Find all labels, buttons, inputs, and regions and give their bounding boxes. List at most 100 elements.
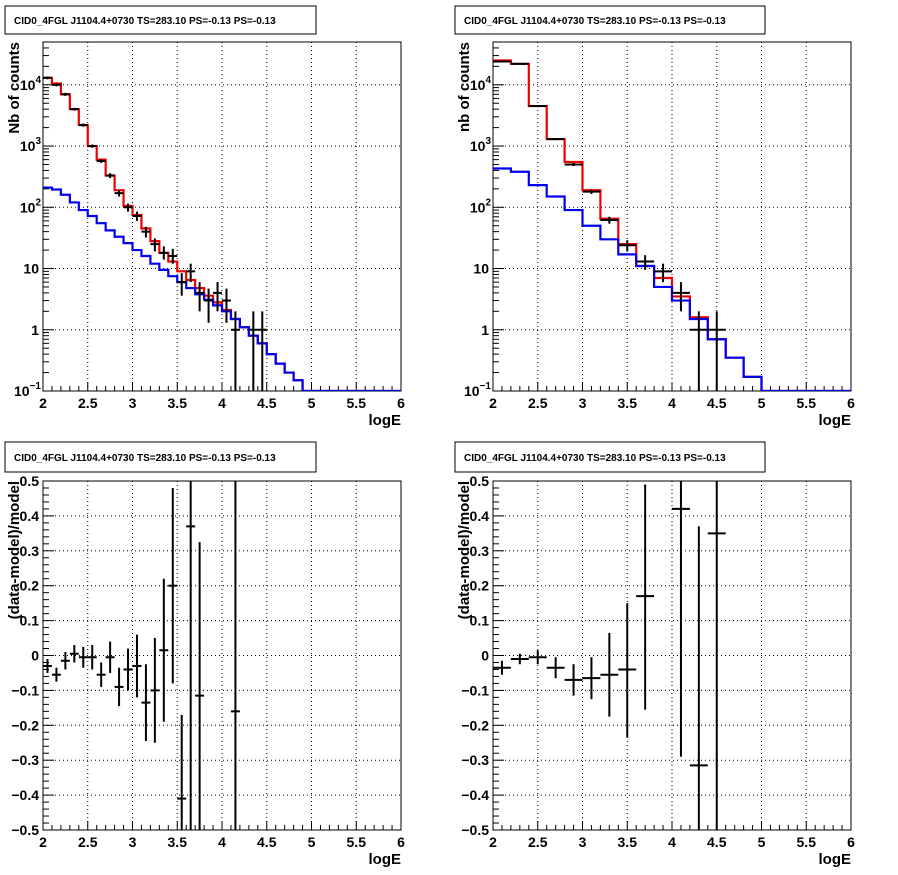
data-point xyxy=(564,162,583,167)
y-tick-label: 103 xyxy=(20,136,42,154)
y-tick-label: 0 xyxy=(481,648,489,664)
data-point xyxy=(510,653,529,665)
data-point xyxy=(493,660,511,675)
y-tick-label: 0 xyxy=(31,648,39,664)
y-axis-label: (data-model)/model xyxy=(456,481,473,619)
data-point xyxy=(618,603,637,738)
y-tick-label: 1 xyxy=(31,322,39,338)
x-tick-label: 2.5 xyxy=(528,834,548,850)
data-point xyxy=(546,657,565,679)
data-point xyxy=(177,714,187,830)
y-tick-label: 0.1 xyxy=(470,613,490,629)
x-tick-label: 5.5 xyxy=(797,834,817,850)
data-point xyxy=(707,311,726,391)
x-tick-label: 4 xyxy=(218,834,226,850)
chart-title: CID0_4FGL J1104.4+0730 TS=283.10 PS=-0.1… xyxy=(14,16,276,27)
data-point xyxy=(493,60,511,63)
data-point xyxy=(78,646,88,668)
x-tick-label: 2 xyxy=(489,834,497,850)
y-tick-label: 0.1 xyxy=(20,613,40,629)
x-tick-label: 3.5 xyxy=(618,834,638,850)
data-point xyxy=(636,484,655,710)
x-tick-label: 4.5 xyxy=(257,395,277,411)
data-point xyxy=(141,664,151,742)
y-tick-label: 104 xyxy=(470,75,492,93)
title-box xyxy=(454,441,766,473)
chart-title: CID0_4FGL J1104.4+0730 TS=283.10 PS=-0.1… xyxy=(14,453,276,464)
x-tick-label: 4.5 xyxy=(257,834,277,850)
data-point xyxy=(51,83,61,87)
chart-panel-1: CID0_4FGL J1104.4+0730 TS=283.10 PS=-0.1… xyxy=(4,5,405,429)
x-axis-label: logE xyxy=(369,851,402,868)
x-tick-label: 5 xyxy=(308,834,316,850)
x-tick-label: 2 xyxy=(39,395,47,411)
title-box xyxy=(4,5,317,35)
y-tick-label: −0.1 xyxy=(461,682,489,698)
data-point xyxy=(707,481,726,830)
data-point xyxy=(546,138,565,141)
x-tick-label: 6 xyxy=(397,834,405,850)
y-tick-label: −0.3 xyxy=(11,752,39,768)
y-tick-label: 103 xyxy=(470,136,492,154)
y-tick-label: 102 xyxy=(470,197,492,215)
y-tick-label: 0.2 xyxy=(20,578,40,594)
data-point xyxy=(510,62,529,65)
data-point xyxy=(230,311,240,391)
chart-panel-2: CID0_4FGL J1104.4+0730 TS=283.10 PS=-0.1… xyxy=(454,5,855,429)
chart-panel-3: CID0_4FGL J1104.4+0730 TS=283.10 PS=-0.1… xyxy=(4,441,405,868)
x-tick-label: 4 xyxy=(668,395,676,411)
y-tick-label: 1 xyxy=(481,322,489,338)
data-point xyxy=(230,481,240,830)
x-tick-label: 3 xyxy=(129,834,137,850)
data-point xyxy=(51,667,61,682)
data-point xyxy=(177,273,187,296)
y-axis-label: (data-model)/model xyxy=(6,481,23,619)
y-tick-label: 0.4 xyxy=(20,508,40,524)
y-tick-label: 0.5 xyxy=(470,473,490,489)
data-point xyxy=(186,263,196,283)
x-tick-label: 5 xyxy=(758,834,766,850)
data-point xyxy=(105,641,115,673)
data-point xyxy=(195,542,205,830)
y-tick-label: −0.3 xyxy=(461,752,489,768)
source-model-line xyxy=(493,167,851,391)
data-point xyxy=(60,92,70,96)
x-tick-label: 3 xyxy=(579,395,587,411)
data-point xyxy=(528,105,547,108)
y-tick-label: 10−1 xyxy=(464,381,491,399)
data-point xyxy=(123,203,133,212)
data-point xyxy=(168,487,178,684)
data-point xyxy=(672,282,690,312)
y-axis-label: Nb of counts xyxy=(6,42,23,134)
data-point xyxy=(96,159,106,163)
title-box xyxy=(4,441,317,473)
data-point xyxy=(96,662,106,687)
y-tick-label: 10 xyxy=(23,261,39,277)
y-axis-label: nb of counts xyxy=(456,42,473,132)
data-point xyxy=(186,481,196,830)
data-point xyxy=(600,216,619,224)
data-point xyxy=(159,246,169,260)
x-tick-label: 3 xyxy=(579,834,587,850)
data-point xyxy=(150,638,160,743)
y-tick-label: −0.2 xyxy=(11,717,39,733)
x-tick-label: 4 xyxy=(218,395,226,411)
x-tick-label: 6 xyxy=(847,834,855,850)
y-tick-label: −0.4 xyxy=(461,787,489,803)
x-tick-label: 2 xyxy=(489,395,497,411)
plot-area xyxy=(493,59,851,391)
x-tick-label: 5 xyxy=(308,395,316,411)
plot-area xyxy=(43,76,401,391)
data-point xyxy=(582,657,601,700)
data-point xyxy=(123,648,133,691)
chart-title: CID0_4FGL J1104.4+0730 TS=283.10 PS=-0.1… xyxy=(464,16,726,27)
chart-panel-4: CID0_4FGL J1104.4+0730 TS=283.10 PS=-0.1… xyxy=(454,441,855,868)
data-point xyxy=(78,123,88,127)
data-point xyxy=(105,173,115,179)
data-point xyxy=(43,76,52,80)
data-point xyxy=(168,248,178,264)
x-tick-label: 6 xyxy=(847,395,855,411)
data-point xyxy=(132,211,142,221)
y-tick-label: −0.4 xyxy=(11,787,39,803)
data-point xyxy=(141,226,151,238)
